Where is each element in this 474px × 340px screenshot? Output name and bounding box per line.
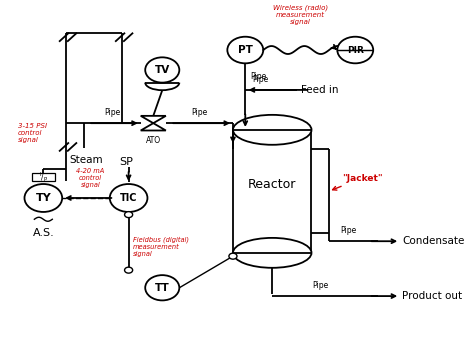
- Text: 4-20 mA
control
signal: 4-20 mA control signal: [76, 168, 105, 188]
- Text: A.S.: A.S.: [32, 228, 54, 238]
- Text: Steam: Steam: [69, 155, 103, 165]
- Polygon shape: [141, 123, 166, 131]
- Text: Pipe: Pipe: [312, 281, 328, 290]
- Text: ATO: ATO: [146, 136, 161, 146]
- Text: Pipe: Pipe: [251, 72, 267, 81]
- Text: Fieldbus (digital)
measurement
signal: Fieldbus (digital) measurement signal: [133, 237, 189, 257]
- Text: TY: TY: [36, 193, 51, 203]
- Circle shape: [110, 184, 147, 212]
- Text: TV: TV: [155, 65, 170, 75]
- Ellipse shape: [233, 238, 311, 268]
- Text: PT: PT: [238, 45, 253, 55]
- Ellipse shape: [233, 115, 311, 145]
- Circle shape: [229, 253, 237, 259]
- Text: Pipe: Pipe: [104, 108, 120, 117]
- Text: Pipe: Pipe: [191, 108, 208, 117]
- Text: TIC: TIC: [120, 193, 137, 203]
- Polygon shape: [141, 116, 166, 123]
- Text: "Jacket": "Jacket": [333, 173, 383, 190]
- Circle shape: [125, 267, 133, 273]
- Text: 3-15 PSI
control
signal: 3-15 PSI control signal: [18, 123, 47, 143]
- Circle shape: [337, 37, 373, 63]
- Text: Reactor: Reactor: [248, 178, 296, 191]
- Bar: [32, 173, 55, 181]
- Text: Wireless (radio)
measurement
signal: Wireless (radio) measurement signal: [273, 4, 328, 25]
- Text: Feed in: Feed in: [301, 85, 339, 95]
- Text: Condensate: Condensate: [402, 236, 465, 246]
- Circle shape: [228, 37, 263, 63]
- Text: Pipe: Pipe: [340, 226, 357, 235]
- Circle shape: [125, 211, 133, 218]
- Text: PIR: PIR: [347, 46, 364, 54]
- Text: Product out: Product out: [402, 291, 463, 301]
- Circle shape: [145, 275, 179, 301]
- Text: Pipe: Pipe: [252, 75, 268, 84]
- Text: TT: TT: [155, 283, 170, 293]
- Text: SP: SP: [119, 157, 133, 167]
- Text: $\mathregular{^{I}/_{P}}$: $\mathregular{^{I}/_{P}}$: [38, 170, 48, 184]
- Circle shape: [25, 184, 62, 212]
- Circle shape: [145, 57, 179, 83]
